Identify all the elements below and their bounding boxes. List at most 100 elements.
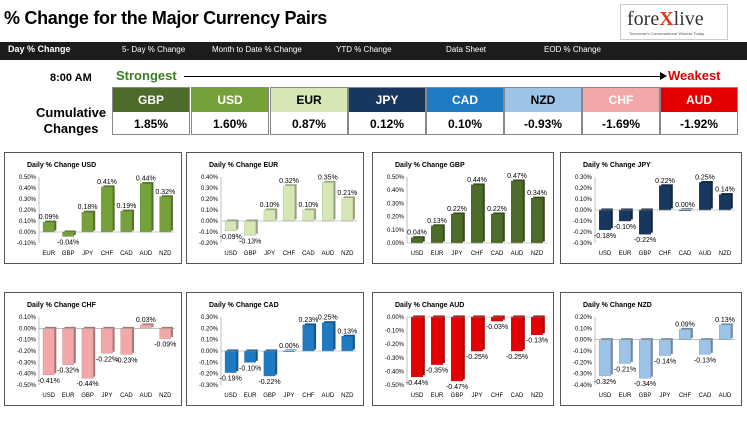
- y-tick-label: 0.10%: [387, 228, 405, 234]
- bar: [81, 212, 94, 233]
- y-tick-label: -0.10%: [573, 349, 593, 355]
- chart-panel-eur: Daily % Change EUR -0.20% -0.10% 0.00% 0.10%…: [186, 152, 364, 264]
- x-tick-label: USD: [42, 393, 55, 399]
- logo-x: X: [659, 8, 674, 30]
- x-tick-label: NZD: [341, 393, 354, 399]
- x-tick-label: JPY: [264, 251, 275, 257]
- x-tick-label: USD: [224, 393, 237, 399]
- bar: [244, 220, 256, 236]
- currency-name: CHF: [583, 88, 659, 112]
- x-tick-label: CHF: [302, 393, 315, 399]
- x-tick-label: NZD: [719, 251, 732, 257]
- logo-prefix: fore: [627, 8, 660, 30]
- y-tick-label: 0.00%: [201, 349, 219, 355]
- chart-title: Daily % Change JPY: [583, 162, 651, 169]
- value-label: 0.23%: [298, 317, 318, 324]
- logo-wordmark: foreXlive: [627, 8, 704, 31]
- page-title: % Change for the Major Currency Pairs: [4, 8, 327, 28]
- x-tick-label: GBP: [81, 393, 94, 399]
- bar: [450, 213, 463, 244]
- x-tick-label: GBP: [62, 251, 75, 257]
- bar: [159, 328, 172, 339]
- nav-ytd-change[interactable]: YTD % Change: [336, 45, 392, 54]
- bar: [120, 328, 133, 355]
- bar: [450, 316, 463, 382]
- currency-box-gbp: GBP 1.85%: [112, 87, 190, 135]
- nav-month-to-date-change[interactable]: Month to Date % Change: [212, 45, 302, 54]
- y-tick-label: -0.20%: [385, 342, 405, 348]
- chart-panel-aud: Daily % Change AUD -0.50% -0.40% -0.30% -0.2…: [372, 292, 554, 406]
- value-label: -0.10%: [614, 224, 636, 231]
- bar: [322, 322, 334, 352]
- currency-box-cad: CAD 0.10%: [426, 87, 504, 135]
- y-tick-label: 0.30%: [387, 201, 405, 207]
- x-tick-label: GBP: [639, 251, 652, 257]
- bar: [431, 225, 444, 244]
- y-tick-label: -0.20%: [199, 372, 219, 378]
- timestamp: 8:00 AM: [50, 72, 92, 84]
- cumulative-label-line1: Cumulative: [36, 105, 107, 120]
- y-tick-label: 0.10%: [575, 197, 593, 203]
- bar: [140, 324, 152, 329]
- bar: [62, 231, 74, 237]
- bar: [619, 339, 632, 364]
- value-label: -0.41%: [38, 378, 60, 385]
- y-tick-label: 0.40%: [387, 188, 405, 194]
- bar: [619, 209, 632, 222]
- value-label: -0.44%: [406, 380, 428, 387]
- nav-eod-change[interactable]: EOD % Change: [544, 45, 601, 54]
- currency-box-jpy: JPY 0.12%: [348, 87, 426, 135]
- chart-title: Daily % Change CAD: [209, 302, 279, 309]
- x-tick-label: CHF: [283, 251, 296, 257]
- y-tick-label: -0.40%: [17, 372, 37, 378]
- chart-title: Daily % Change USD: [27, 162, 96, 169]
- currency-value: 0.87%: [291, 117, 327, 131]
- y-tick-label: 0.30%: [19, 197, 37, 203]
- bar: [42, 221, 55, 233]
- value-label: 0.14%: [715, 187, 735, 194]
- value-label: -0.47%: [446, 384, 468, 391]
- bar: [263, 350, 276, 377]
- x-tick-label: NZD: [159, 393, 172, 399]
- value-label: -0.13%: [526, 338, 548, 345]
- bar: [490, 213, 503, 244]
- y-tick-label: 0.00%: [19, 326, 37, 332]
- x-tick-label: JPY: [471, 393, 482, 399]
- x-tick-label: NZD: [531, 393, 544, 399]
- bar: [302, 324, 315, 352]
- value-label: 0.32%: [279, 178, 299, 185]
- value-label: 0.03%: [136, 317, 156, 324]
- bar: [341, 197, 354, 222]
- x-tick-label: AUD: [719, 393, 732, 399]
- chart-title: Daily % Change AUD: [395, 302, 464, 309]
- value-label: -0.35%: [426, 368, 448, 375]
- x-tick-label: EUR: [42, 251, 55, 257]
- currency-box-nzd: NZD -0.93%: [504, 87, 582, 135]
- bar: [510, 316, 523, 352]
- x-tick-label: EUR: [431, 393, 444, 399]
- x-tick-label: CAD: [491, 251, 504, 257]
- nav-day-change[interactable]: Day % Change: [8, 44, 71, 54]
- x-tick-label: USD: [224, 251, 237, 257]
- x-tick-label: JPY: [82, 251, 93, 257]
- value-label: 0.09%: [39, 214, 59, 221]
- value-label: 0.00%: [675, 202, 695, 209]
- nav-data-sheet[interactable]: Data Sheet: [446, 45, 487, 54]
- currency-name: GBP: [113, 88, 189, 112]
- x-tick-label: JPY: [283, 393, 294, 399]
- bar: [411, 316, 424, 378]
- value-label: -0.19%: [220, 376, 242, 383]
- value-label: -0.44%: [76, 381, 98, 388]
- chart-panel-gbp: Daily % Change GBP 0.00% 0.10% 0.20% 0.30% 0.…: [372, 152, 554, 264]
- bar-depth: [285, 349, 297, 351]
- nav-5-day-change[interactable]: 5- Day % Change: [122, 45, 186, 54]
- bar: [101, 186, 113, 233]
- y-tick-label: -0.50%: [385, 383, 405, 389]
- x-tick-label: JPY: [451, 251, 462, 257]
- x-tick-label: NZD: [159, 251, 172, 257]
- x-tick-label: CHF: [659, 251, 672, 257]
- x-tick-label: CHF: [471, 251, 484, 257]
- currency-value: -1.69%: [601, 117, 641, 131]
- bar: [224, 350, 237, 373]
- currency-box-usd: USD 1.60%: [191, 87, 269, 135]
